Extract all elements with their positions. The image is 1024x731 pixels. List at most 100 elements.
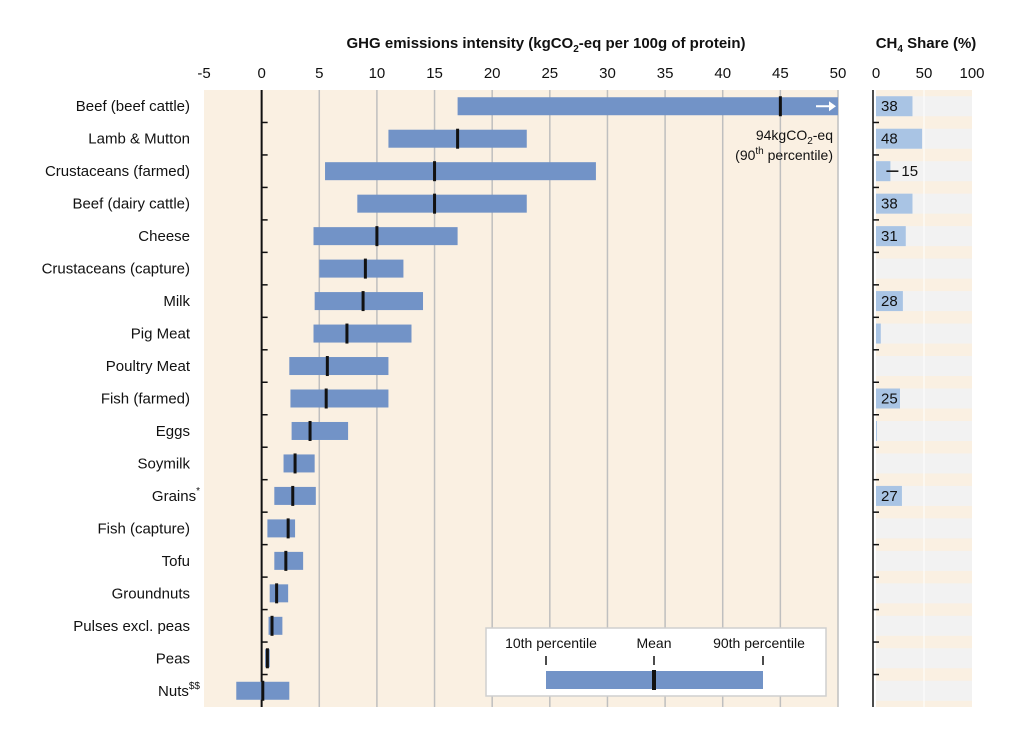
category-label-text: Pig Meat — [131, 326, 191, 343]
mean-marker — [275, 583, 279, 604]
x-tick-label: 50 — [830, 65, 847, 82]
category-label: Grains* — [152, 486, 200, 505]
category-label-text: Eggs — [156, 423, 190, 440]
beef-annotation: 94kgCO2-eq (90th percentile) — [735, 127, 833, 163]
category-label-text: Soymilk — [137, 455, 190, 472]
x-tick-label: -5 — [197, 65, 210, 82]
category-label-text: Nuts — [158, 683, 189, 700]
ch4-bar — [876, 226, 906, 247]
category-label: Tofu — [162, 553, 190, 570]
legend-mean-label: Mean — [636, 635, 671, 651]
range-bar — [319, 259, 404, 278]
ch4-bar — [876, 128, 923, 149]
x-tick-label: 5 — [315, 65, 323, 82]
category-label: Milk — [163, 293, 190, 310]
annotation-line-2: (90th percentile) — [735, 146, 833, 163]
category-label: Eggs — [156, 423, 190, 440]
mean-marker — [433, 161, 437, 182]
x-tick-label: 45 — [772, 65, 789, 82]
ch4-bar — [876, 388, 900, 409]
ch4-tick-label: 100 — [959, 65, 984, 82]
range-bar — [283, 454, 315, 473]
mean-marker — [286, 518, 290, 539]
mean-marker — [291, 485, 295, 506]
range-bar — [274, 551, 304, 570]
category-label-text: Fish (capture) — [97, 520, 190, 537]
category-label: Fish (farmed) — [101, 391, 190, 408]
mean-marker — [363, 258, 367, 279]
ch4-bar — [876, 291, 903, 312]
range-bar — [269, 584, 289, 603]
category-label-text: Milk — [163, 293, 190, 310]
category-label-superscript: * — [196, 486, 200, 497]
x-tick-label: 30 — [599, 65, 616, 82]
category-label: Groundnuts — [112, 585, 190, 602]
x-tick-label: 15 — [426, 65, 443, 82]
ch4-bar — [876, 193, 913, 214]
ch4-value-label: 38 — [881, 196, 898, 213]
legend-box — [485, 627, 827, 697]
mean-marker — [778, 96, 782, 117]
category-label: Beef (dairy cattle) — [72, 196, 190, 213]
range-bar — [274, 486, 316, 505]
category-label-text: Pulses excl. peas — [73, 618, 190, 635]
category-label: Peas — [156, 650, 190, 667]
x-tick-label: 0 — [257, 65, 265, 82]
x-tick-label: 25 — [541, 65, 558, 82]
category-label: Fish (capture) — [97, 520, 190, 537]
category-label-text: Fish (farmed) — [101, 391, 190, 408]
category-label: Soymilk — [137, 455, 190, 472]
category-label: Poultry Meat — [106, 358, 191, 375]
mean-marker — [345, 323, 349, 344]
category-labels: Beef (beef cattle) Lamb & Mutton Crustacea… — [42, 98, 201, 700]
category-label: Nuts$$ — [158, 681, 200, 700]
ch4-value-label: 38 — [881, 98, 898, 115]
mean-marker — [433, 193, 437, 214]
ch4-bar — [876, 485, 902, 506]
ch4-tick-label: 50 — [916, 65, 933, 82]
category-label-text: Crustaceans (farmed) — [45, 163, 190, 180]
mean-marker — [375, 226, 379, 247]
category-label: Crustaceans (capture) — [42, 261, 190, 278]
x-tick-label: 35 — [657, 65, 674, 82]
category-label-superscript: $$ — [189, 681, 201, 692]
range-bar — [290, 389, 389, 408]
mean-marker — [308, 420, 312, 441]
range-bar — [289, 357, 389, 376]
main-chart-title: GHG emissions intensity (kgCO2-eq per 10… — [347, 35, 746, 55]
x-tick-label: 40 — [714, 65, 731, 82]
category-label: Beef (beef cattle) — [76, 98, 190, 115]
ch4-value-label: 25 — [881, 391, 898, 408]
ch4-value-label: 15 — [901, 163, 918, 180]
mean-marker — [293, 453, 297, 474]
category-label-text: Poultry Meat — [106, 358, 191, 375]
range-bar — [314, 292, 424, 311]
mean-marker — [284, 550, 288, 571]
range-bar — [313, 324, 412, 343]
mean-marker — [456, 128, 460, 149]
range-bar — [291, 421, 349, 440]
ch4-value-label: 27 — [881, 488, 898, 505]
legend-mean-marker — [652, 670, 656, 690]
mean-marker — [325, 356, 329, 377]
category-label-text: Tofu — [162, 553, 190, 570]
legend-p90-label: 90th percentile — [713, 635, 805, 651]
x-tick-label: 10 — [369, 65, 386, 82]
ch4-value-label: 48 — [881, 131, 898, 148]
mean-marker — [324, 388, 328, 409]
mean-marker — [265, 648, 269, 669]
annotation-line-1: 94kgCO2-eq — [756, 127, 833, 147]
ch4-bar — [876, 96, 913, 117]
range-bar — [457, 97, 838, 116]
range-bar — [267, 519, 296, 538]
x-tick-label: 20 — [484, 65, 501, 82]
ch4-bar — [876, 323, 881, 344]
category-label: Cheese — [138, 228, 190, 245]
legend-p10-label: 10th percentile — [505, 635, 597, 651]
ch4-chart-title: CH4 Share (%) — [876, 35, 977, 55]
category-label-text: Grains — [152, 488, 196, 505]
ch4-value-label: 28 — [881, 293, 898, 310]
category-label-text: Crustaceans (capture) — [42, 261, 190, 278]
range-bar — [357, 194, 527, 213]
